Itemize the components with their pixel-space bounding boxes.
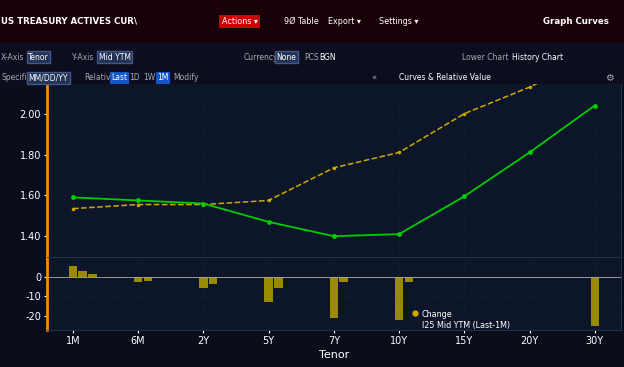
Text: Modify: Modify xyxy=(173,73,199,83)
Text: ⚙: ⚙ xyxy=(605,73,614,83)
Text: History Chart: History Chart xyxy=(512,53,563,62)
Bar xyxy=(395,276,403,320)
Bar xyxy=(88,273,97,276)
Bar xyxy=(69,266,77,276)
Text: Settings ▾: Settings ▾ xyxy=(379,17,418,26)
Text: Lower Chart: Lower Chart xyxy=(462,53,509,62)
Bar xyxy=(79,270,87,276)
Bar xyxy=(144,276,152,280)
Text: X-Axis: X-Axis xyxy=(1,53,25,62)
Text: 9Ø Table: 9Ø Table xyxy=(284,17,319,26)
Text: Actions ▾: Actions ▾ xyxy=(222,17,257,26)
X-axis label: Tenor: Tenor xyxy=(319,350,349,360)
Bar xyxy=(265,276,273,302)
Text: 1M: 1M xyxy=(157,73,168,83)
Bar xyxy=(209,276,217,284)
Bar xyxy=(274,276,283,288)
Text: Tenor: Tenor xyxy=(28,53,49,62)
Bar xyxy=(404,276,413,283)
Text: Mid YTM: Mid YTM xyxy=(99,53,130,62)
Text: Graph Curves: Graph Curves xyxy=(543,17,609,26)
Bar xyxy=(329,276,338,318)
Legend: I25 US TREASURY ACTIVES CURVE Last Mid YTM 11:30:07, I25 US TREASURY ACTIVES CUR: I25 US TREASURY ACTIVES CURVE Last Mid Y… xyxy=(51,46,296,74)
Text: «: « xyxy=(371,73,376,83)
Bar xyxy=(590,276,599,326)
Text: Relative: Relative xyxy=(84,73,115,83)
Text: Change
I25 Mid YTM (Last-1M): Change I25 Mid YTM (Last-1M) xyxy=(422,310,510,330)
Text: BGN: BGN xyxy=(319,53,336,62)
Text: Curves & Relative Value: Curves & Relative Value xyxy=(399,73,491,83)
Text: Specific: Specific xyxy=(1,73,31,83)
Text: Last: Last xyxy=(111,73,127,83)
Text: Currency: Currency xyxy=(243,53,278,62)
Text: PCS: PCS xyxy=(304,53,318,62)
Text: Export ▾: Export ▾ xyxy=(328,17,361,26)
Text: None: None xyxy=(276,53,296,62)
Text: 1W: 1W xyxy=(144,73,156,83)
Text: US TREASURY ACTIVES CUR\: US TREASURY ACTIVES CUR\ xyxy=(1,17,137,26)
Bar xyxy=(134,276,142,283)
Bar xyxy=(199,276,208,288)
Text: Y-Axis: Y-Axis xyxy=(72,53,94,62)
Text: MM/DD/YY: MM/DD/YY xyxy=(29,73,68,83)
Text: 1D: 1D xyxy=(129,73,140,83)
Bar xyxy=(339,276,348,283)
